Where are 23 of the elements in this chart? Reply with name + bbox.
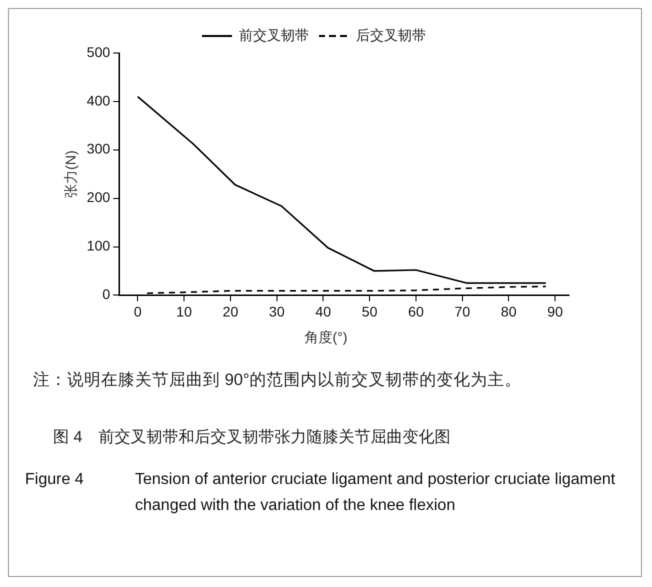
x-tick-label: 30 (269, 303, 285, 320)
x-axis-title: 角度(°) (304, 329, 348, 347)
y-tick-label: 0 (102, 286, 110, 302)
legend-label: 前交叉韧带 (239, 26, 309, 43)
x-tick-label: 40 (315, 303, 332, 320)
x-tick-label: 70 (454, 303, 470, 320)
x-tick-label: 80 (500, 303, 517, 320)
y-axis-title: 张力(N) (62, 150, 78, 198)
x-tick-label: 50 (362, 303, 378, 320)
y-tick-label: 400 (86, 92, 110, 108)
x-tick-label: 90 (547, 303, 564, 320)
y-tick-label: 100 (86, 238, 110, 254)
text: 注：说明在膝关节屈曲到 90°的范围内以前交叉韧带的变化为主。 (33, 370, 523, 391)
x-tick-label: 10 (176, 303, 192, 320)
text: 图 4 前交叉韧带和后交叉韧带张力随膝关节屈曲变化图 (53, 428, 450, 448)
legend-label: 后交叉韧带 (356, 26, 426, 43)
x-tick-label: 20 (222, 303, 238, 320)
x-tick-label: 0 (134, 303, 142, 320)
y-tick-label: 500 (86, 44, 110, 60)
text: Figure 4 Tension of anterior cruciate ligament and posterior cruciate ligament changed with the variation of the knee flexion (25, 471, 616, 514)
y-tick-label: 200 (86, 189, 110, 206)
x-tick-label: 60 (408, 303, 424, 320)
y-tick-label: 300 (86, 140, 110, 157)
